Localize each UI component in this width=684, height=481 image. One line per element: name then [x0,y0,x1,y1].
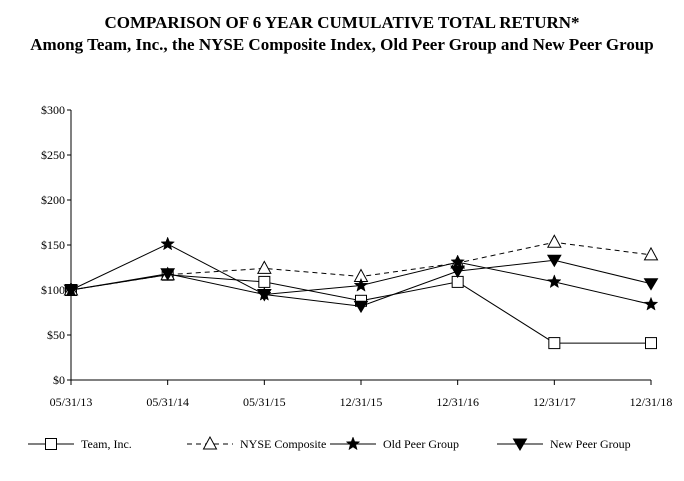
data-point-old-peer-group [160,236,175,251]
data-point-old-peer-group [643,296,659,311]
y-tick-label: $100 [41,283,65,297]
data-point-old-peer-group [547,274,562,289]
data-point-team-inc [548,337,561,350]
y-tick-label: $150 [41,238,65,252]
data-point-new-peer-group [643,278,659,291]
data-point-nyse-composite [643,246,659,261]
x-tick-label: 12/31/17 [533,395,576,409]
data-point-team-inc [258,275,271,288]
y-tick-label: $200 [41,193,65,207]
legend-label-nyse-composite: NYSE Composite [240,437,326,451]
legend-label-new-peer-group: New Peer Group [550,437,631,451]
data-point-nyse-composite [546,234,562,248]
data-point-old-peer-group [450,254,465,269]
data-point-new-peer-group [256,289,272,302]
data-point-new-peer-group [353,300,369,314]
y-tick-label: $250 [41,148,65,162]
legend-label-team-inc: Team, Inc. [81,437,132,451]
chart-subtitle: Among Team, Inc., the NYSE Composite Ind… [30,35,654,54]
legend-label-old-peer-group: Old Peer Group [383,437,459,451]
legend-marker-old-peer-group [345,436,361,451]
data-point-nyse-composite [256,260,272,274]
legend-marker-nyse-composite [202,435,218,450]
legend-marker-team-inc [45,438,57,450]
x-tick-label: 12/31/18 [630,395,673,409]
x-tick-label: 12/31/16 [436,395,479,409]
x-tick-label: 05/31/15 [243,395,286,409]
data-point-new-peer-group [546,254,562,268]
data-point-new-peer-group [160,268,176,281]
x-tick-label: 12/31/15 [340,395,383,409]
chart-title-block: COMPARISON OF 6 YEAR CUMULATIVE TOTAL RE… [0,12,684,56]
legend-marker-new-peer-group [512,438,528,451]
y-tick-label: $0 [53,373,65,387]
y-tick-label: $300 [41,103,65,117]
x-tick-label: 05/31/14 [146,395,189,409]
chart-title: COMPARISON OF 6 YEAR CUMULATIVE TOTAL RE… [104,13,580,32]
data-point-team-inc [645,337,657,350]
data-point-new-peer-group [63,284,79,297]
y-tick-label: $50 [47,328,65,342]
x-tick-label: 05/31/13 [50,395,93,409]
data-point-old-peer-group [353,277,369,292]
data-point-new-peer-group [450,265,466,279]
